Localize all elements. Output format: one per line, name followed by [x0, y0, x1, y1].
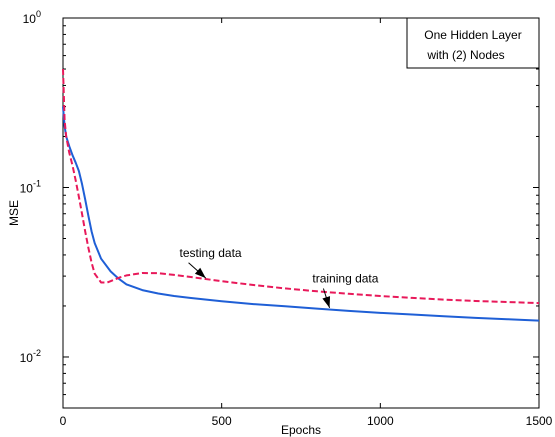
text-box-line-1: One Hidden Layer — [424, 28, 521, 42]
x-axis-label: Epochs — [281, 423, 321, 437]
y-axis-label: MSE — [7, 200, 21, 226]
annotation-testing-data: testing data — [180, 246, 242, 260]
x-tick-label: 500 — [212, 414, 232, 428]
x-tick-label: 1500 — [526, 414, 553, 428]
y-tick-label: 10-2 — [20, 348, 41, 365]
annotation-training-data: training data — [312, 272, 378, 286]
plot-area — [63, 18, 539, 408]
x-tick-label: 1000 — [367, 414, 394, 428]
y-tick-label: 10-1 — [20, 178, 41, 195]
text-box: One Hidden Layer with (2) Nodes — [407, 18, 539, 68]
text-box-line-2: with (2) Nodes — [426, 48, 504, 62]
x-tick-label: 0 — [60, 414, 67, 428]
y-tick-label: 100 — [23, 9, 41, 26]
